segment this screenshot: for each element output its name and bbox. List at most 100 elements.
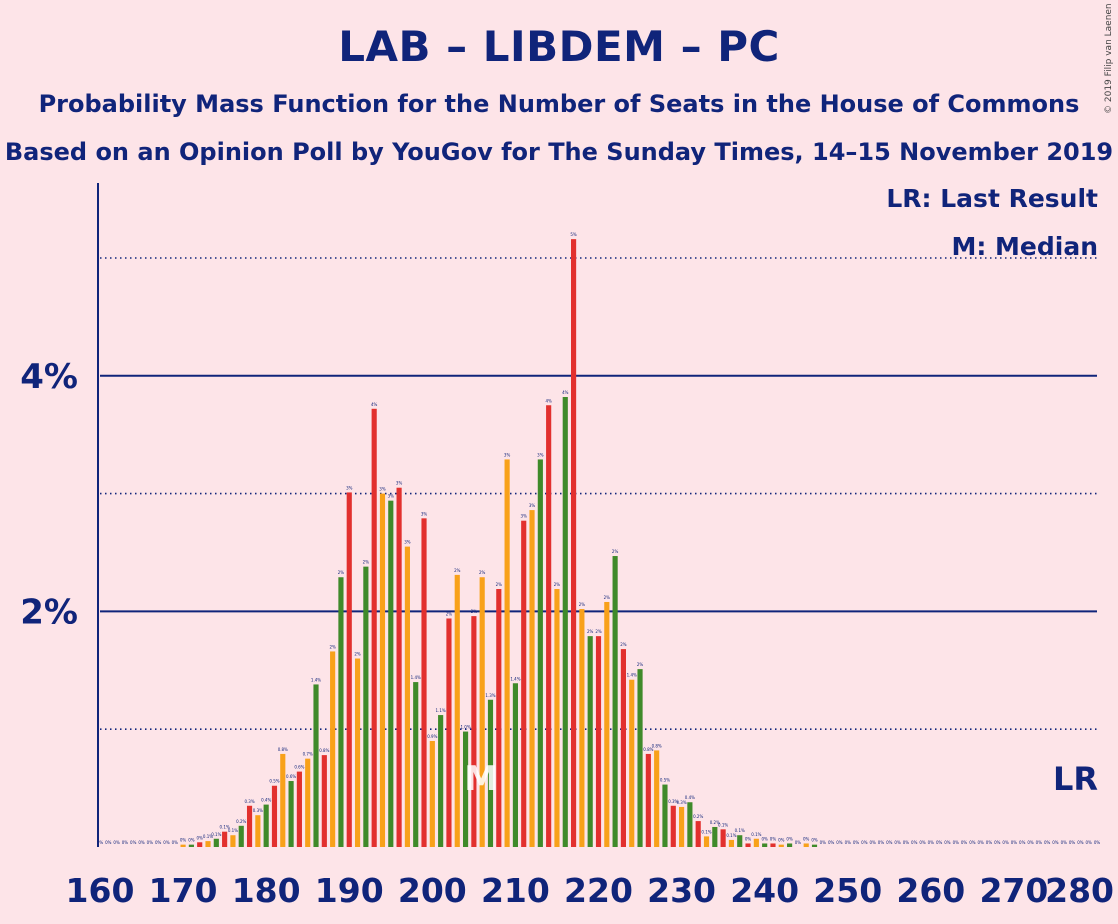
bar-value-label: 0.4% [261, 798, 271, 803]
bar-value-label: 1.0% [460, 725, 470, 730]
bar-value-label: 0% [845, 840, 852, 845]
bar-value-label: 4% [371, 402, 378, 407]
bar-seat-175 [222, 831, 228, 847]
x-tick-label: 220 [564, 871, 633, 910]
bar-seat-231 [687, 802, 693, 847]
bar-value-label: 0% [761, 836, 768, 841]
bar-value-label: 0.1% [751, 832, 761, 837]
bar-value-label: 2% [446, 611, 453, 616]
bar-value-label: 0% [1011, 840, 1018, 845]
bar-value-label: 0% [97, 840, 104, 845]
bar-seat-221 [604, 601, 610, 847]
bar-value-label: 0% [1027, 840, 1034, 845]
bar-seat-209 [504, 459, 510, 847]
bar-seat-203 [454, 574, 460, 847]
bar-value-label: 0% [138, 840, 145, 845]
bar-value-label: 3% [396, 481, 403, 486]
bar-value-label: 0% [1002, 840, 1009, 845]
bar-value-label: 0% [197, 835, 204, 840]
bar-value-label: 0% [180, 838, 187, 843]
bar-value-label: 0% [1019, 840, 1026, 845]
bar-seat-188 [330, 651, 336, 847]
bar-seat-191 [354, 658, 361, 847]
bar-value-label: 2% [612, 549, 619, 554]
bar-value-label: 1.4% [311, 677, 321, 682]
bar-seat-196 [396, 487, 402, 847]
bar-value-label: 0% [820, 840, 827, 845]
bar-value-label: 0% [944, 840, 951, 845]
bar-value-label: 2% [338, 570, 345, 575]
bar-value-label: 0% [828, 840, 835, 845]
bar-seat-219 [587, 636, 593, 847]
legend-median: M: Median [951, 232, 1098, 261]
bar-seat-176 [230, 835, 236, 847]
bar-seat-193 [371, 408, 377, 847]
bar-seat-177 [238, 825, 244, 847]
bar-value-label: 0% [853, 840, 860, 845]
x-tick-label: 200 [398, 871, 467, 910]
bar-value-label: 0% [745, 836, 752, 841]
bar-seat-170 [180, 844, 186, 847]
bar-seat-243 [787, 843, 793, 847]
bar-seat-220 [595, 636, 602, 847]
bar-value-label: 2% [329, 644, 336, 649]
y-tick-label: 2% [20, 592, 78, 632]
x-tick-label: 160 [66, 871, 135, 910]
bar-value-label: 2% [363, 560, 370, 565]
bar-value-label: 2% [587, 629, 594, 634]
bar-value-label: 1.4% [510, 676, 520, 681]
bar-value-label: 0% [969, 840, 976, 845]
bar-value-label: 0.3% [244, 799, 254, 804]
bar-value-label: 0.8% [319, 748, 329, 753]
bar-value-label: 0.3% [676, 800, 686, 805]
bar-value-label: 0% [770, 836, 777, 841]
bar-value-label: 0.8% [278, 747, 288, 752]
bar-seat-206 [479, 577, 485, 847]
last-result-marker: LR [1053, 760, 1098, 798]
bar-value-label: 0.1% [701, 829, 711, 834]
bar-seat-246 [811, 844, 818, 847]
x-tick-label: 170 [149, 871, 218, 910]
bar-value-label: 2% [471, 609, 478, 614]
bar-value-label: 0.1% [718, 822, 728, 827]
bar-value-label: 2% [604, 595, 611, 600]
bar-value-label: 0% [961, 840, 968, 845]
bar-value-label: 2% [454, 568, 461, 573]
bar-seat-187 [321, 755, 327, 847]
bar-seat-202 [446, 618, 452, 847]
bar-value-label: 0% [936, 840, 943, 845]
bar-value-label: 0% [803, 836, 810, 841]
bar-value-label: 0% [861, 840, 868, 845]
bar-value-label: 0% [928, 840, 935, 845]
x-tick-label: 180 [232, 871, 301, 910]
bar-value-label: 0% [978, 840, 985, 845]
bar-value-label: 3% [504, 452, 511, 457]
bar-seat-174 [213, 838, 219, 847]
bar-value-label: 0% [1061, 840, 1068, 845]
bar-seat-201 [438, 715, 444, 847]
bar-seat-229 [670, 805, 676, 847]
bar-value-label: 0.6% [294, 765, 304, 770]
bar-seat-179 [255, 815, 261, 847]
bar-value-label: 0.9% [427, 734, 437, 739]
x-tick-label: 240 [730, 871, 799, 910]
bar-value-label: 0.1% [228, 828, 238, 833]
bar-value-label: 0.2% [236, 819, 246, 824]
bar-value-label: 0% [1086, 840, 1093, 845]
bar-seat-205 [471, 616, 477, 847]
bar-value-label: 0.1% [726, 833, 736, 838]
x-tick-label: 210 [481, 871, 550, 910]
bar-value-label: 0% [869, 840, 876, 845]
bar-seat-194 [379, 493, 386, 847]
bar-value-label: 3% [379, 487, 386, 492]
bar-seat-181 [271, 785, 278, 847]
median-marker: M [464, 759, 498, 799]
bar-seat-222 [612, 556, 618, 847]
bar-seat-172 [197, 842, 203, 847]
bar-seat-235 [720, 829, 726, 847]
bar-value-label: 2% [579, 602, 586, 607]
chart-title: LAB – LIBDEM – PC [338, 22, 780, 71]
bar-seat-192 [363, 566, 369, 847]
bar-value-label: 3% [404, 540, 411, 545]
